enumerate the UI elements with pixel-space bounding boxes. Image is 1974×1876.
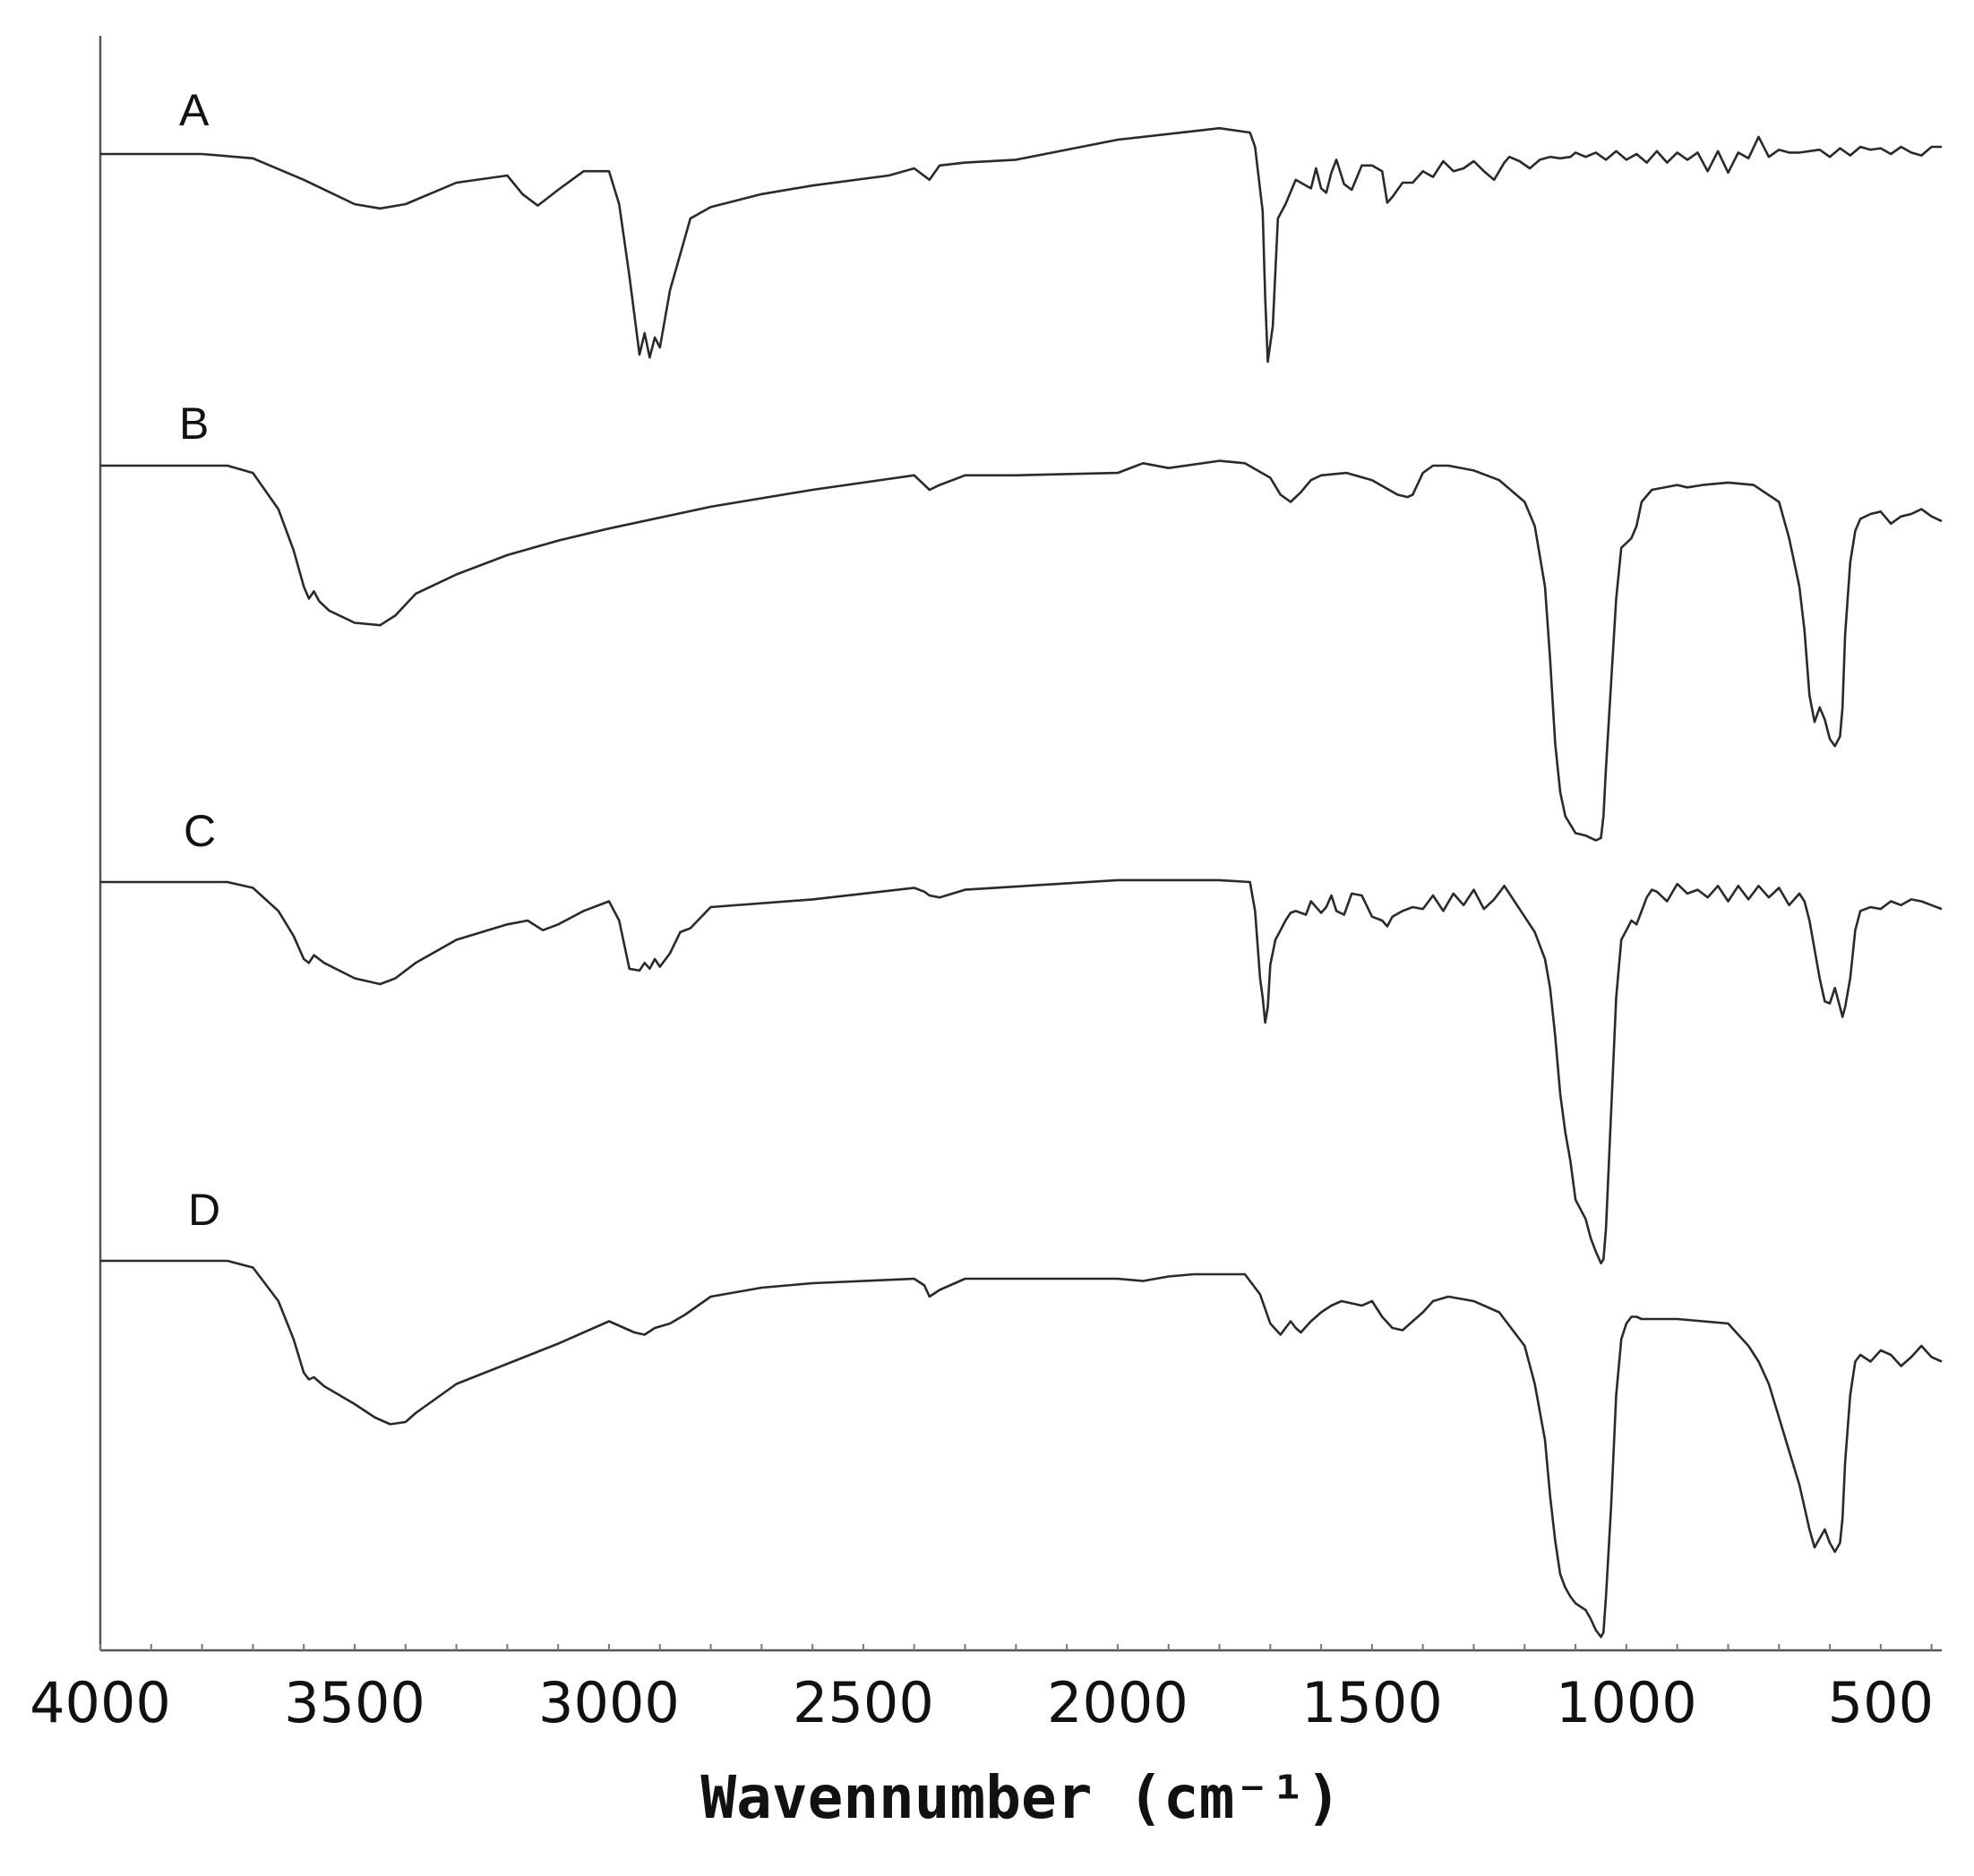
spectra-labels: A B C D — [179, 85, 220, 1235]
x-tick-label: 500 — [1828, 1670, 1934, 1735]
x-tick-label: 3000 — [538, 1670, 680, 1735]
x-axis-minor-ticks — [99, 1644, 1933, 1650]
spectrum-label-b: B — [179, 398, 209, 449]
spectrum-label-d: D — [188, 1185, 220, 1235]
spectra-traces — [100, 126, 1943, 1639]
spectrum-label-a: A — [179, 85, 210, 135]
spectrum-trace-d — [100, 1259, 1943, 1639]
x-axis-title: Wavennumber (cm⁻¹) — [700, 1763, 1341, 1832]
spectrum-trace-b — [100, 459, 1943, 842]
x-tick-label: 4000 — [30, 1670, 171, 1735]
x-tick-label: 3500 — [284, 1670, 425, 1735]
x-tick-label: 1000 — [1556, 1670, 1697, 1735]
x-tick-label: 1500 — [1301, 1670, 1443, 1735]
spectrum-trace-a — [100, 126, 1942, 364]
x-tick-label: 2000 — [1047, 1670, 1189, 1735]
x-axis-tick-labels: 4000 3500 3000 2500 2000 1500 1000 500 — [30, 1670, 1934, 1735]
spectrum-trace-c — [100, 878, 1943, 1264]
x-tick-label: 2500 — [793, 1670, 934, 1735]
spectrum-label-c: C — [184, 806, 216, 856]
